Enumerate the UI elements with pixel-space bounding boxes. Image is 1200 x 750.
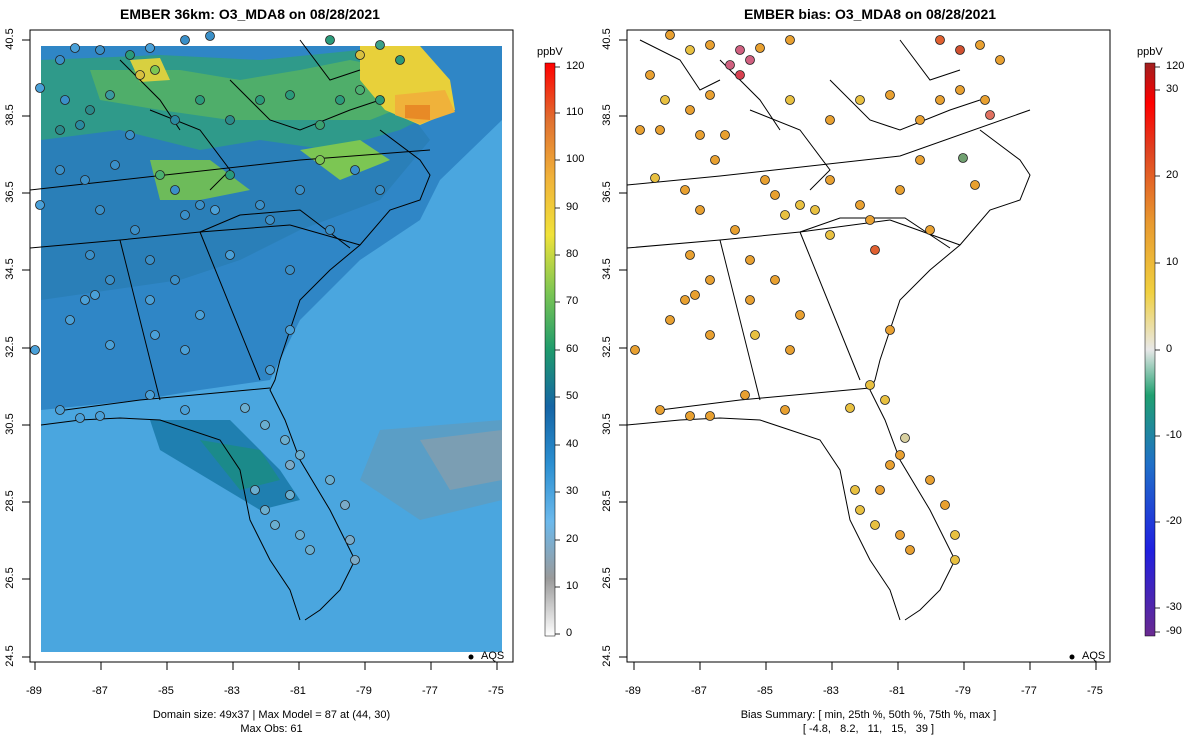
left-aqs-marker xyxy=(468,654,474,660)
left-xtick-label: -79 xyxy=(356,685,372,697)
left-obs-dots xyxy=(30,31,405,565)
right-xtick-label: -79 xyxy=(955,685,971,697)
left-colorbar-label: 80 xyxy=(566,248,579,260)
left-colorbar-ticks xyxy=(555,66,560,635)
right-y-ticks xyxy=(619,39,627,658)
right-colorbar-label: 20 xyxy=(1166,169,1179,181)
left-summary-line2: Max Obs: 61 xyxy=(240,723,303,735)
state-boundaries xyxy=(30,39,431,621)
left-summary: Domain size: 49x37 | Max Model = 87 at (… xyxy=(30,708,513,736)
left-aqs-label: AQS xyxy=(481,650,505,662)
left-ytick-label: 28.5 xyxy=(4,490,16,512)
right-aqs-label: AQS xyxy=(1082,650,1106,662)
right-xtick-label: -77 xyxy=(1021,685,1037,697)
left-colorbar-label: 10 xyxy=(566,580,579,592)
right-summary-line1: Bias Summary: [ min, 25th %, 50th %, 75t… xyxy=(740,709,997,721)
right-boundaries xyxy=(627,39,1031,621)
left-y-ticks xyxy=(22,39,30,658)
right-colorbar xyxy=(1144,62,1156,637)
right-ytick-label: 24.5 xyxy=(601,645,613,667)
left-xtick-label: -87 xyxy=(92,685,108,697)
right-summary-line2: [ -4.8, 8.2, 11, 15, 39 ] xyxy=(802,723,935,735)
right-colorbar-unit: ppbV xyxy=(1137,46,1163,58)
right-bias-dots xyxy=(630,30,1005,565)
right-xtick-label: -87 xyxy=(691,685,707,697)
left-colorbar-label: 70 xyxy=(566,295,579,307)
left-colorbar-label: 50 xyxy=(566,390,579,402)
right-ytick-label: 40.5 xyxy=(601,28,613,50)
right-colorbar-label: -10 xyxy=(1166,429,1182,441)
right-colorbar-ticks xyxy=(1155,66,1160,633)
left-xtick-label: -85 xyxy=(158,685,174,697)
right-colorbar-label: -30 xyxy=(1166,601,1182,613)
right-ytick-label: 28.5 xyxy=(601,490,613,512)
right-colorbar-label: 120 xyxy=(1166,60,1185,72)
right-xtick-label: -75 xyxy=(1087,685,1103,697)
right-colorbar-label: 10 xyxy=(1166,256,1179,268)
left-panel-title: EMBER 36km: O3_MDA8 on 08/28/2021 xyxy=(120,6,380,22)
left-xtick-label: -89 xyxy=(26,685,42,697)
right-colorbar-label: -90 xyxy=(1166,625,1182,637)
left-ytick-label: 24.5 xyxy=(4,645,16,667)
left-ytick-label: 30.5 xyxy=(4,413,16,435)
left-colorbar-label: 60 xyxy=(566,343,579,355)
right-summary: Bias Summary: [ min, 25th %, 50th %, 75t… xyxy=(627,708,1110,736)
right-ytick-label: 34.5 xyxy=(601,258,613,280)
left-colorbar-label: 20 xyxy=(566,533,579,545)
right-xtick-label: -81 xyxy=(889,685,905,697)
left-map-frame xyxy=(29,29,514,663)
right-xtick-label: -83 xyxy=(823,685,839,697)
left-colorbar-unit: ppbV xyxy=(537,46,563,58)
left-xtick-label: -75 xyxy=(488,685,504,697)
right-xtick-label: -85 xyxy=(757,685,773,697)
right-panel-title: EMBER bias: O3_MDA8 on 08/28/2021 xyxy=(743,6,997,22)
left-colorbar-label: 100 xyxy=(566,153,585,165)
right-colorbar-label: -20 xyxy=(1166,515,1182,527)
right-x-ticks xyxy=(633,662,1097,670)
right-ytick-label: 26.5 xyxy=(601,567,613,589)
left-x-ticks xyxy=(34,662,498,670)
left-colorbar-label: 30 xyxy=(566,485,579,497)
model-field xyxy=(41,46,502,652)
left-colorbar-label: 90 xyxy=(566,201,579,213)
left-ytick-label: 40.5 xyxy=(4,28,16,50)
left-ytick-label: 26.5 xyxy=(4,567,16,589)
left-xtick-label: -83 xyxy=(224,685,240,697)
right-ytick-label: 38.5 xyxy=(601,104,613,126)
left-xtick-label: -77 xyxy=(422,685,438,697)
left-colorbar-label: 0 xyxy=(566,627,573,639)
right-colorbar-label: 0 xyxy=(1166,343,1173,355)
left-xtick-label: -81 xyxy=(290,685,306,697)
right-aqs-marker xyxy=(1069,654,1075,660)
right-xtick-label: -89 xyxy=(625,685,641,697)
right-ytick-label: 30.5 xyxy=(601,413,613,435)
left-ytick-label: 32.5 xyxy=(4,336,16,358)
left-colorbar-label: 110 xyxy=(566,106,584,118)
left-colorbar-label: 120 xyxy=(566,60,585,72)
left-colorbar xyxy=(544,62,556,637)
left-ytick-label: 36.5 xyxy=(4,181,16,203)
right-ytick-label: 36.5 xyxy=(601,181,613,203)
right-colorbar-label: 30 xyxy=(1166,83,1179,95)
left-ytick-label: 38.5 xyxy=(4,104,16,126)
right-ytick-label: 32.5 xyxy=(601,336,613,358)
left-colorbar-label: 40 xyxy=(566,438,579,450)
left-summary-line1: Domain size: 49x37 | Max Model = 87 at (… xyxy=(152,709,391,721)
left-ytick-label: 34.5 xyxy=(4,258,16,280)
right-map-frame xyxy=(626,29,1111,663)
